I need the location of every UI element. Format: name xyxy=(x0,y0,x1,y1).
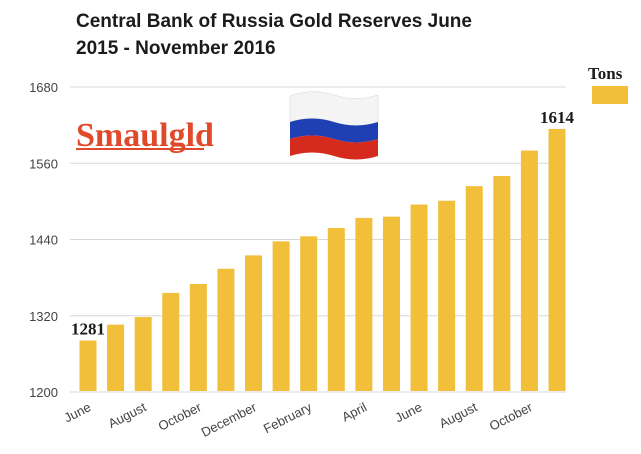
y-axis-tick-labels: 1200 1320 1440 1560 1680 xyxy=(29,80,58,400)
y-tick-label: 1560 xyxy=(29,156,58,171)
bar xyxy=(327,228,345,391)
chart-title-line-1: Central Bank of Russia Gold Reserves Jun… xyxy=(76,11,472,32)
bar xyxy=(107,324,125,391)
y-tick-label: 1440 xyxy=(29,233,58,248)
bar xyxy=(300,236,318,391)
svg-text:Smaulgld: Smaulgld xyxy=(76,117,214,154)
bar xyxy=(189,283,207,391)
russia-flag-icon xyxy=(289,91,379,160)
smaulgld-logo: Smaulgld xyxy=(76,117,214,154)
bar xyxy=(465,186,483,391)
bar xyxy=(272,241,290,391)
bar xyxy=(438,200,456,391)
y-tick-label: 1680 xyxy=(29,80,58,95)
bar xyxy=(520,150,538,391)
data-label: 1614 xyxy=(540,108,575,127)
x-tick-label: December xyxy=(199,399,260,440)
x-tick-label: June xyxy=(61,399,93,425)
legend-label: Tons xyxy=(588,64,623,83)
legend: Tons xyxy=(584,64,636,110)
y-tick-label: 1320 xyxy=(29,309,58,324)
bar xyxy=(79,340,97,391)
x-tick-label: August xyxy=(437,399,480,431)
data-labels: 1281 1614 xyxy=(71,108,575,339)
bars xyxy=(79,128,566,391)
bar xyxy=(134,317,152,391)
x-tick-label: October xyxy=(487,399,536,434)
x-tick-label: February xyxy=(261,399,315,436)
x-tick-label: August xyxy=(106,399,149,431)
bar xyxy=(493,175,511,391)
bar xyxy=(217,268,235,391)
bar xyxy=(355,217,373,391)
bar xyxy=(245,255,263,391)
legend-swatch xyxy=(592,86,628,104)
bar xyxy=(410,204,428,391)
x-tick-label: April xyxy=(339,399,369,424)
bar xyxy=(382,216,400,391)
bar xyxy=(162,292,180,391)
chart-title: Central Bank of Russia Gold Reserves Jun… xyxy=(76,8,546,62)
gridlines xyxy=(70,86,566,393)
bar xyxy=(548,128,566,391)
y-tick-label: 1200 xyxy=(29,385,58,400)
data-label: 1281 xyxy=(71,320,105,339)
chart-title-line-2: 2015 - November 2016 xyxy=(76,38,276,59)
x-tick-label: June xyxy=(392,399,424,425)
x-tick-label: October xyxy=(156,399,205,434)
